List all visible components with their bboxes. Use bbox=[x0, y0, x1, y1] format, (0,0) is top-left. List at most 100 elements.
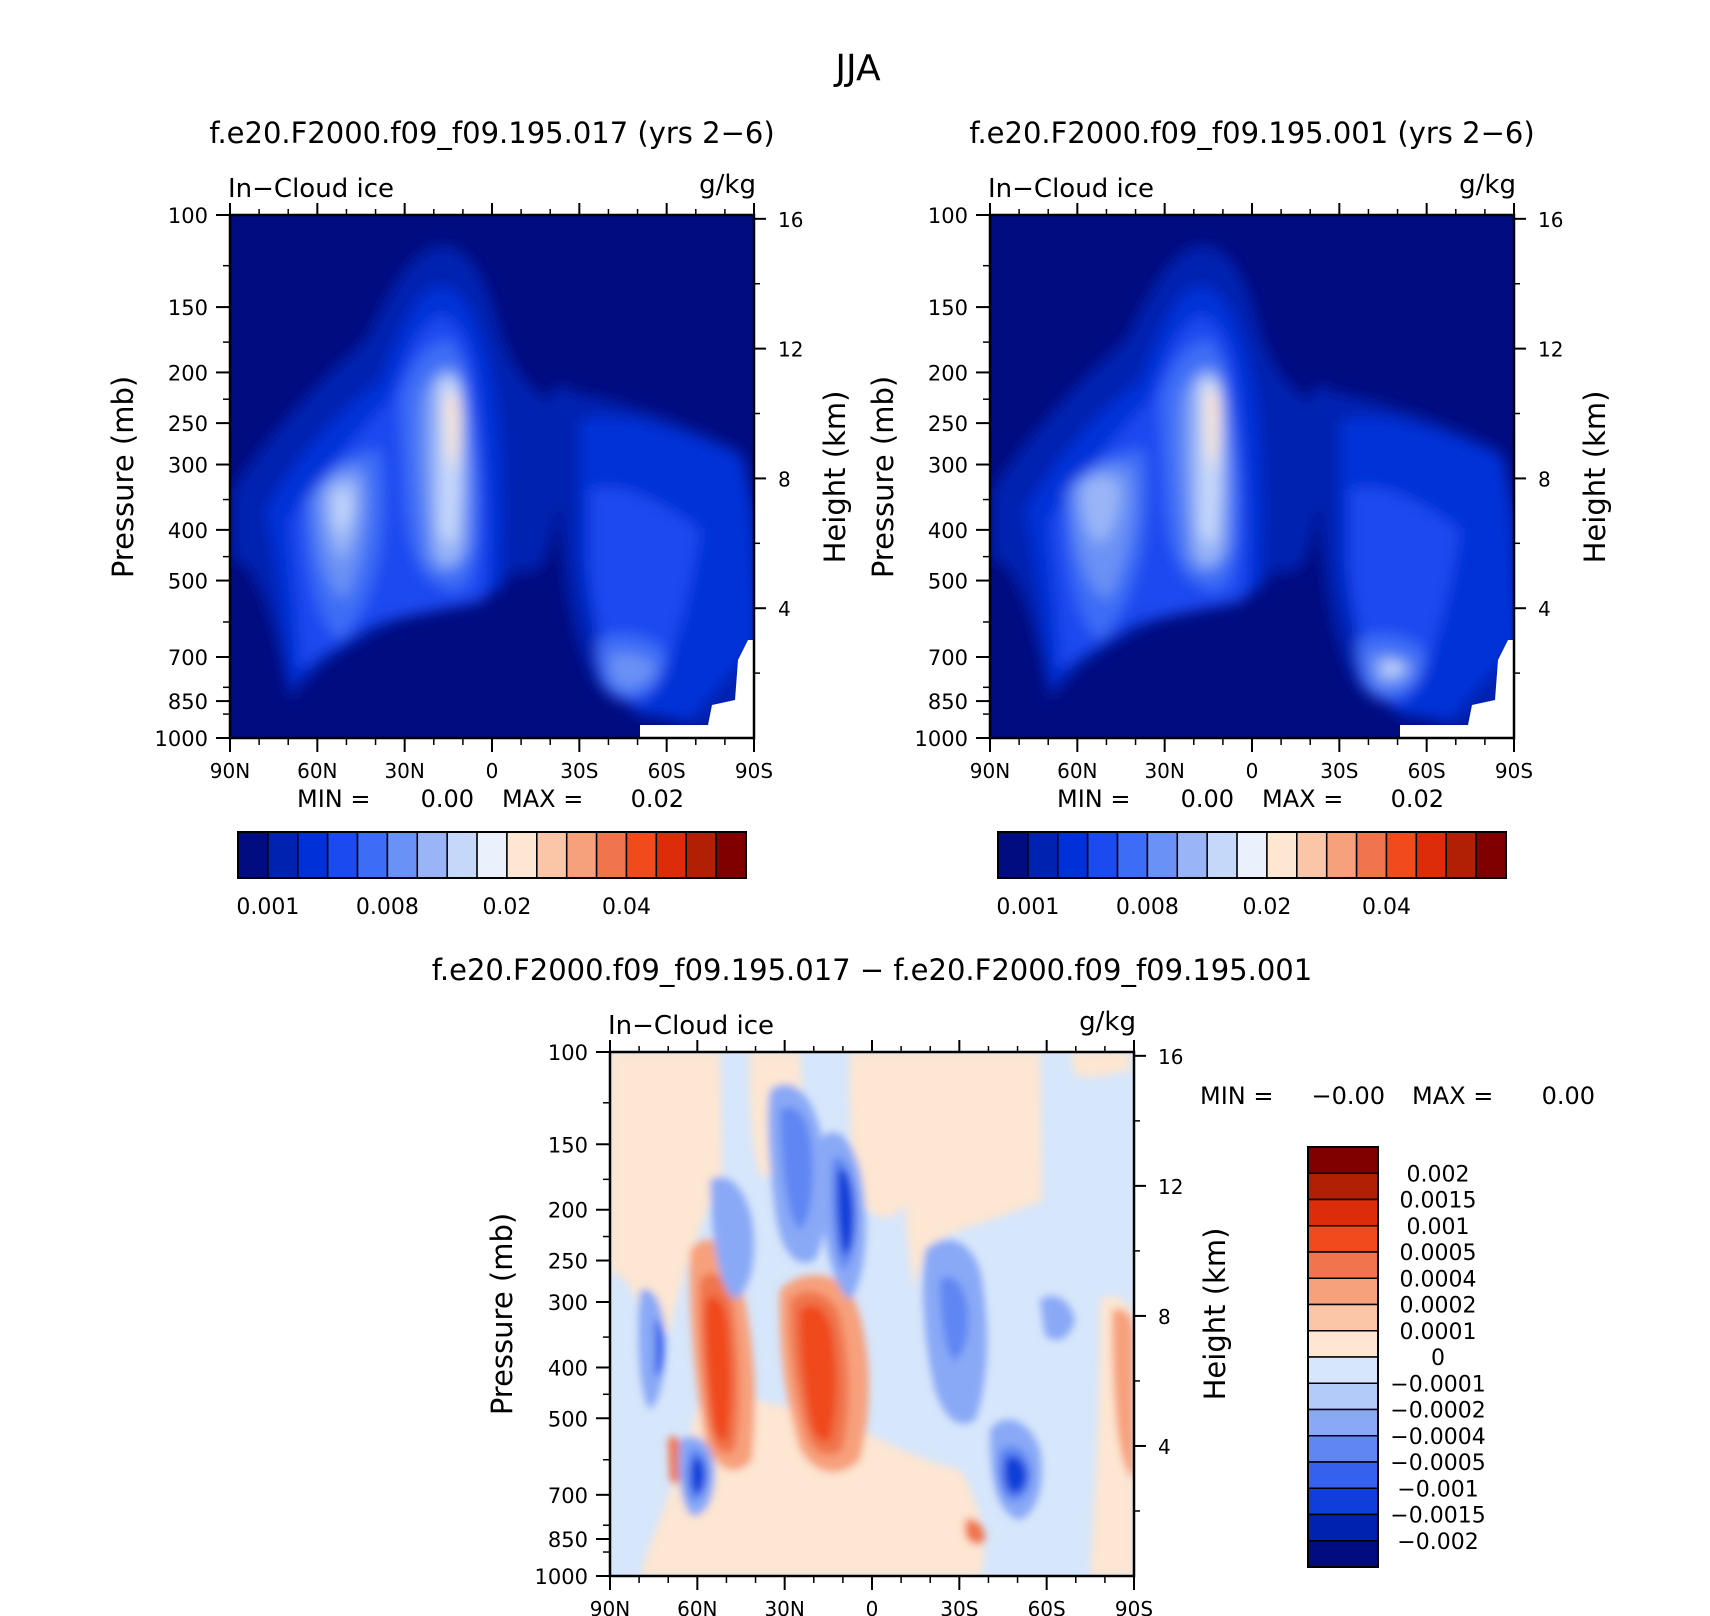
colorbar-label: −0.0005 bbox=[1390, 1451, 1485, 1476]
colorbar-cell bbox=[297, 831, 329, 879]
colorbar-frame bbox=[997, 831, 1507, 879]
colorbar-cell bbox=[1086, 831, 1119, 879]
panel-2-x-ticks: 90N 60N 30N 0 30S 60S 90S bbox=[970, 203, 1533, 783]
x-tick-label: 0 bbox=[866, 1597, 879, 1616]
colorbar-cell bbox=[1307, 1408, 1379, 1437]
y-tick-label: 150 bbox=[928, 296, 968, 320]
panel-3-max-label: MAX = bbox=[1412, 1082, 1493, 1110]
colorbar-cell bbox=[1266, 831, 1298, 879]
colorbar-cell bbox=[1146, 831, 1179, 879]
colorbar-cell bbox=[326, 831, 359, 879]
panel-1-colorbar: 0.001 0.008 0.02 0.04 bbox=[236, 831, 747, 920]
y2-tick-label: 12 bbox=[1158, 1175, 1183, 1199]
panel-1-field bbox=[230, 215, 754, 738]
panel-1-max-value: 0.02 bbox=[631, 785, 684, 813]
panel-3-min-value: −0.00 bbox=[1311, 1082, 1385, 1110]
colorbar-cell bbox=[1307, 1330, 1379, 1358]
y2-tick-label: 8 bbox=[778, 467, 791, 491]
colorbar-label: −0.0002 bbox=[1390, 1399, 1485, 1424]
colorbar-cell bbox=[1027, 831, 1059, 879]
colorbar-cell bbox=[565, 831, 598, 879]
colorbar-cell bbox=[1206, 831, 1238, 879]
colorbar-label: −0.0004 bbox=[1390, 1425, 1485, 1450]
panel-2-left-label: In−Cloud ice bbox=[988, 174, 1154, 204]
panel-1-min-label: MIN = bbox=[297, 785, 370, 813]
panel-3-left-label: In−Cloud ice bbox=[608, 1011, 774, 1041]
panel-2: f.e20.F2000.f09_f09.195.001 (yrs 2−6) In… bbox=[866, 116, 1612, 920]
colorbar-cell bbox=[1307, 1146, 1379, 1174]
colorbar-cell bbox=[1307, 1540, 1379, 1568]
x-tick-label: 90N bbox=[590, 1597, 630, 1616]
y-tick-label: 400 bbox=[928, 519, 968, 543]
colorbar-cell bbox=[1307, 1356, 1379, 1384]
x-tick-label: 30S bbox=[1320, 759, 1358, 783]
y2-tick-label: 16 bbox=[1158, 1045, 1183, 1069]
panel-1-max-label: MAX = bbox=[502, 785, 583, 813]
figure-title: JJA bbox=[833, 48, 881, 89]
y-tick-label: 100 bbox=[548, 1041, 588, 1065]
colorbar-cell bbox=[1176, 831, 1208, 879]
y-tick-label: 850 bbox=[548, 1528, 588, 1552]
colorbar-cell bbox=[476, 831, 508, 879]
y-tick-label: 200 bbox=[928, 361, 968, 385]
y-tick-label: 200 bbox=[168, 361, 208, 385]
y-tick-label: 500 bbox=[548, 1407, 588, 1431]
y2-tick-label: 12 bbox=[778, 338, 803, 362]
y-tick-label: 400 bbox=[548, 1356, 588, 1380]
colorbar-label: 0.0002 bbox=[1400, 1294, 1477, 1319]
panel-2-ylabel: Pressure (mb) bbox=[866, 376, 900, 578]
y2-tick-label: 8 bbox=[1538, 467, 1551, 491]
x-tick-label: 30N bbox=[1144, 759, 1184, 783]
panel-2-y2-ticks: 16 12 8 4 bbox=[1514, 208, 1563, 674]
y-tick-label: 1000 bbox=[915, 727, 968, 751]
panel-2-title: f.e20.F2000.f09_f09.195.001 (yrs 2−6) bbox=[969, 116, 1534, 150]
colorbar-cell bbox=[267, 831, 299, 879]
colorbar-label: 0.02 bbox=[482, 895, 531, 920]
colorbar-cell bbox=[715, 831, 747, 879]
colorbar-cell bbox=[386, 831, 419, 879]
colorbar-cell bbox=[1307, 1251, 1379, 1279]
colorbar-cell bbox=[536, 831, 568, 879]
colorbar-label: −0.0001 bbox=[1390, 1372, 1485, 1397]
y-tick-label: 250 bbox=[548, 1250, 588, 1274]
panel-3-units: g/kg bbox=[1079, 1007, 1136, 1037]
colorbar-cell bbox=[685, 831, 717, 879]
colorbar-cell bbox=[655, 831, 687, 879]
panel-2-minmax: MIN = 0.00 MAX = 0.02 bbox=[1057, 785, 1444, 813]
x-tick-label: 90S bbox=[735, 759, 773, 783]
y-tick-label: 100 bbox=[168, 204, 208, 228]
panel-3-colorbar: 0.0020.00150.0010.00050.00040.00020.0001… bbox=[1307, 1146, 1486, 1568]
x-tick-label: 90N bbox=[210, 759, 250, 783]
panel-3-y-ticks: 100 150 200 250 300 400 500 700 850 1000 bbox=[535, 1041, 610, 1589]
panel-2-y2label: Height (km) bbox=[1578, 391, 1612, 564]
colorbar-cell bbox=[1385, 831, 1418, 879]
y-tick-label: 500 bbox=[168, 570, 208, 594]
colorbar-cell bbox=[1307, 1461, 1379, 1489]
colorbar-cell bbox=[1307, 1277, 1379, 1306]
colorbar-cell bbox=[1415, 831, 1447, 879]
panel-1-ylabel: Pressure (mb) bbox=[106, 376, 140, 578]
colorbar-cell bbox=[416, 831, 448, 879]
colorbar-label: 0 bbox=[1431, 1346, 1445, 1371]
y-tick-label: 1000 bbox=[535, 1565, 588, 1589]
y-tick-label: 700 bbox=[928, 646, 968, 670]
panel-2-y-ticks: 100 150 200 250 300 400 500 700 850 1000 bbox=[915, 204, 990, 751]
colorbar-label: 0.001 bbox=[996, 895, 1059, 920]
colorbar-cell bbox=[1307, 1225, 1379, 1253]
y-tick-label: 400 bbox=[168, 519, 208, 543]
panel-1-y2label: Height (km) bbox=[818, 391, 852, 564]
colorbar-cell bbox=[625, 831, 658, 879]
y-tick-label: 850 bbox=[928, 690, 968, 714]
panel-1-min-value: 0.00 bbox=[421, 785, 474, 813]
colorbar-label: −0.002 bbox=[1397, 1530, 1478, 1555]
colorbar-frame bbox=[1307, 1146, 1379, 1568]
panel-1-units: g/kg bbox=[699, 170, 756, 200]
colorbar-label: −0.0015 bbox=[1390, 1504, 1485, 1529]
colorbar-label: 0.002 bbox=[1407, 1162, 1470, 1187]
y2-tick-label: 8 bbox=[1158, 1305, 1171, 1329]
colorbar-label: 0.008 bbox=[356, 895, 419, 920]
x-tick-label: 30S bbox=[940, 1597, 978, 1616]
y-tick-label: 300 bbox=[548, 1291, 588, 1315]
panel-1-minmax: MIN = 0.00 MAX = 0.02 bbox=[297, 785, 684, 813]
x-tick-label: 60N bbox=[677, 1597, 717, 1616]
